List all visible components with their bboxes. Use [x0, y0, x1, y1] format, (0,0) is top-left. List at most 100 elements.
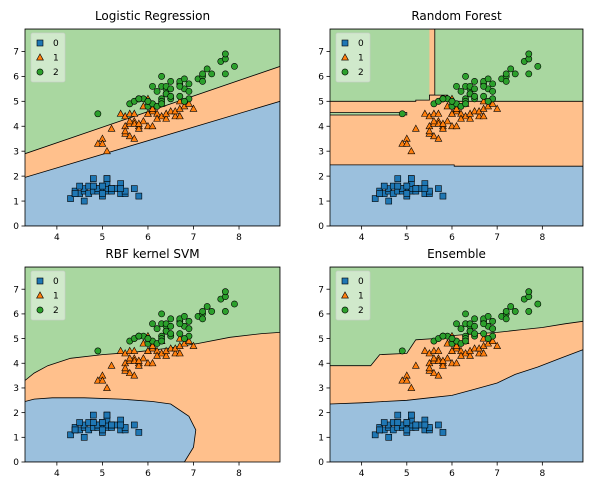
point-class-0	[403, 419, 411, 426]
point-class-1	[420, 346, 429, 354]
point-class-0	[394, 175, 402, 182]
point-class-0	[371, 431, 379, 439]
region-class-2	[330, 267, 583, 366]
point-class-2	[448, 97, 456, 105]
point-class-0	[117, 185, 124, 192]
region-class-1-band	[25, 332, 280, 404]
point-class-2	[489, 80, 497, 88]
y-tick-label: 7	[318, 48, 324, 58]
point-class-0	[76, 182, 83, 190]
y-tick-label: 1	[13, 197, 19, 207]
point-class-2	[180, 335, 188, 342]
point-class-2	[457, 325, 465, 333]
point-class-2	[153, 87, 161, 95]
point-class-0	[394, 411, 402, 419]
legend-marker-square	[36, 39, 44, 47]
point-class-1	[407, 146, 416, 155]
legend-label: 0	[53, 277, 59, 287]
y-tick-label: 1	[13, 434, 19, 444]
point-class-1	[148, 359, 157, 367]
point-class-0	[435, 185, 442, 192]
point-class-1	[125, 132, 134, 140]
x-tick-label: 6	[449, 469, 455, 479]
point-class-1	[130, 109, 139, 117]
point-class-2	[208, 70, 216, 78]
point-class-0	[99, 182, 106, 190]
point-class-1	[443, 354, 452, 362]
x-tick-label: 5	[404, 233, 410, 243]
point-class-2	[525, 50, 533, 58]
point-class-0	[90, 419, 97, 426]
point-class-1	[434, 134, 443, 142]
y-tick-label: 7	[13, 48, 19, 58]
point-class-1	[175, 112, 184, 120]
legend-marker-circle	[36, 68, 44, 76]
point-class-1	[162, 351, 171, 359]
point-class-1	[107, 124, 116, 132]
region-class-0	[330, 349, 583, 462]
point-class-2	[525, 288, 533, 296]
point-class-1	[434, 371, 443, 379]
y-tick-label: 4	[318, 359, 324, 369]
point-class-2	[231, 63, 238, 70]
point-class-2	[484, 312, 492, 320]
legend-label: 0	[358, 39, 364, 49]
point-class-2	[507, 65, 515, 73]
legend-marker-square	[36, 277, 44, 285]
x-tick-label: 7	[191, 233, 197, 243]
point-class-1	[103, 146, 111, 155]
point-class-2	[231, 300, 238, 308]
point-class-0	[412, 421, 420, 429]
point-class-1	[130, 346, 139, 354]
point-class-2	[180, 75, 188, 83]
y-tick-label: 7	[13, 285, 19, 295]
point-class-0	[90, 411, 97, 419]
point-class-0	[394, 419, 402, 426]
legend-label: 1	[358, 54, 364, 64]
point-class-2	[480, 330, 488, 338]
point-class-0	[403, 182, 411, 190]
point-class-1	[457, 114, 465, 122]
legend-label: 0	[53, 39, 59, 49]
point-class-2	[453, 82, 460, 90]
point-class-0	[117, 421, 124, 429]
legend-marker-square	[341, 277, 349, 285]
x-tick-label: 7	[191, 469, 197, 479]
point-class-2	[502, 77, 510, 85]
point-class-0	[71, 190, 79, 197]
subplot-4: Ensemble 4 5 6 7 8 0 1 2 3 4 5 6 7 0 1 2	[318, 247, 584, 479]
point-class-2	[158, 100, 166, 108]
scatter-points	[371, 288, 542, 441]
point-class-2	[167, 315, 175, 323]
point-class-2	[439, 332, 447, 340]
point-class-2	[502, 308, 510, 315]
point-class-1	[420, 109, 429, 117]
point-class-1	[144, 346, 152, 354]
point-class-2	[199, 315, 206, 323]
point-class-2	[398, 110, 406, 118]
point-class-0	[71, 426, 79, 434]
point-class-2	[185, 325, 193, 333]
point-class-2	[149, 320, 156, 328]
y-tick-label: 2	[13, 172, 19, 182]
legend-label: 1	[53, 292, 59, 302]
point-class-2	[502, 315, 510, 323]
point-class-1	[185, 336, 193, 344]
point-class-0	[76, 419, 83, 426]
axes-frame	[24, 28, 281, 227]
point-class-2	[462, 100, 469, 108]
point-class-1	[134, 119, 143, 127]
y-tick-label: 3	[13, 147, 19, 157]
point-class-1	[493, 104, 502, 112]
point-class-2	[489, 317, 497, 325]
y-tick-label: 5	[318, 335, 324, 345]
point-class-2	[489, 87, 497, 95]
point-class-0	[412, 185, 420, 192]
legend-label: 0	[358, 277, 364, 287]
point-class-1	[148, 104, 157, 112]
point-class-1	[121, 363, 130, 372]
point-class-1	[466, 114, 474, 122]
point-class-2	[158, 310, 166, 318]
point-class-1	[411, 124, 420, 132]
